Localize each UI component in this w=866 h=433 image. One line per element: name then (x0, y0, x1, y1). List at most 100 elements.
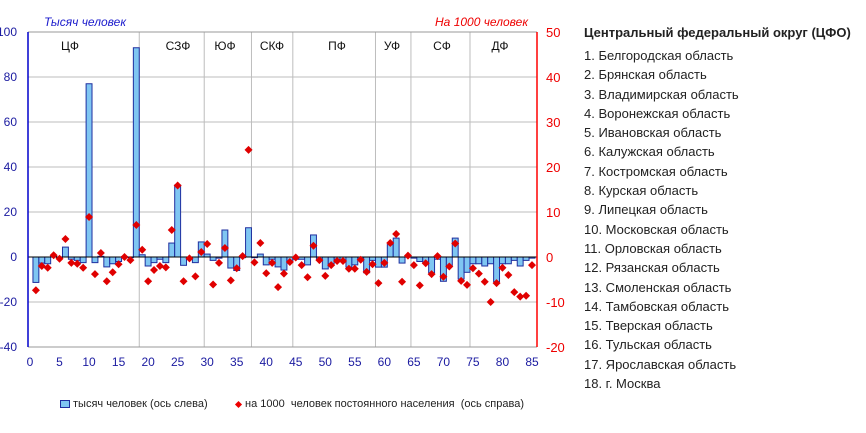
region-list-item: 11. Орловская область (584, 240, 722, 256)
point (291, 253, 300, 262)
point (262, 269, 271, 278)
region-label: ЦФ (61, 39, 79, 53)
bar (191, 256, 199, 264)
right-tick-label: 40 (546, 70, 560, 85)
region-list-item: 6. Калужская область (584, 144, 715, 160)
point (445, 262, 454, 271)
bar (504, 256, 512, 265)
point (433, 252, 442, 261)
region-list-item: 10. Московская область (584, 221, 729, 237)
chart: ЦФ СЗФ ЮФ СКФ ПФ УФ СФ ДФ-40-20020406080100-20-… (0, 15, 565, 369)
point (339, 257, 348, 266)
point (67, 258, 76, 267)
bar (44, 256, 52, 265)
point (498, 263, 507, 272)
right-tick-label: -10 (546, 295, 565, 310)
left-tick-label: 100 (0, 25, 17, 39)
point (209, 280, 218, 289)
point (327, 261, 336, 270)
x-tick-label: 45 (289, 355, 303, 369)
region-label: СКФ (260, 39, 284, 53)
bar (481, 256, 489, 267)
bar (369, 256, 376, 261)
right-tick-label: -20 (546, 340, 565, 355)
right-tick-label: 0 (546, 250, 553, 265)
right-tick-label: 30 (546, 115, 560, 130)
bar (79, 256, 87, 264)
legend-bars: тысяч человек (ось слева) (60, 398, 208, 410)
point (457, 276, 466, 285)
left-tick-label: 80 (4, 70, 18, 84)
point (179, 277, 188, 286)
point (185, 254, 194, 263)
point (321, 271, 330, 280)
region-label: ПФ (328, 39, 346, 53)
bar (457, 256, 465, 280)
bar (487, 256, 495, 265)
left-tick-label: -20 (0, 295, 17, 309)
point (315, 256, 324, 265)
bar (416, 256, 424, 262)
bar (321, 256, 329, 270)
bar (351, 256, 359, 266)
region-list-item: 14. Тамбовская область (584, 298, 729, 314)
region-list-item: 4. Воронежская область (584, 105, 731, 121)
bar (109, 256, 117, 265)
point (250, 258, 259, 267)
point (90, 270, 99, 279)
point (203, 239, 212, 248)
region-list-item: 16. Тульская область (584, 337, 712, 353)
point (238, 252, 247, 261)
x-tick-label: 15 (112, 355, 126, 369)
x-tick-label: 5 (56, 355, 63, 369)
point (37, 262, 46, 270)
bar (262, 256, 270, 266)
point (439, 272, 448, 281)
region-list-item: 17. Ярославская область (584, 356, 737, 372)
bar (85, 83, 93, 258)
point (409, 261, 418, 270)
point (61, 235, 70, 243)
point (73, 259, 82, 268)
point (362, 267, 371, 276)
point (226, 276, 235, 285)
point (120, 253, 129, 261)
right-tick-label: 10 (546, 205, 560, 220)
bar (516, 256, 524, 267)
point (232, 264, 241, 273)
point (504, 271, 513, 279)
point (161, 263, 170, 272)
point (220, 244, 229, 252)
point (451, 239, 460, 248)
point (516, 292, 525, 301)
point (356, 255, 365, 264)
x-tick-label: 35 (230, 355, 244, 369)
bar (274, 256, 282, 268)
point (522, 291, 531, 300)
left-tick-label: -40 (0, 340, 17, 354)
point (167, 226, 176, 234)
point (474, 269, 483, 278)
point (108, 268, 117, 277)
point (350, 264, 359, 273)
bar (221, 229, 229, 258)
bar-legend-swatch (60, 400, 70, 408)
point (309, 241, 318, 250)
left-tick-label: 20 (4, 205, 18, 219)
x-tick-label: 85 (525, 355, 539, 369)
point (333, 257, 342, 266)
right-tick-label: 50 (546, 25, 560, 40)
region-list-item: 8. Курская область (584, 183, 699, 199)
x-tick-label: 20 (141, 355, 155, 369)
bar (499, 256, 506, 265)
point (191, 272, 200, 281)
bar (304, 256, 312, 266)
region-list-item: 9. Липецкая область (584, 202, 708, 218)
region-list-item: 5. Ивановская область (584, 125, 722, 141)
region-list-item: 1. Белгородская область (584, 48, 734, 63)
x-tick-label: 50 (319, 355, 333, 369)
bar (61, 246, 69, 258)
point (43, 263, 52, 272)
region-list-item: 15. Тверская область (584, 318, 713, 334)
point (244, 145, 253, 154)
